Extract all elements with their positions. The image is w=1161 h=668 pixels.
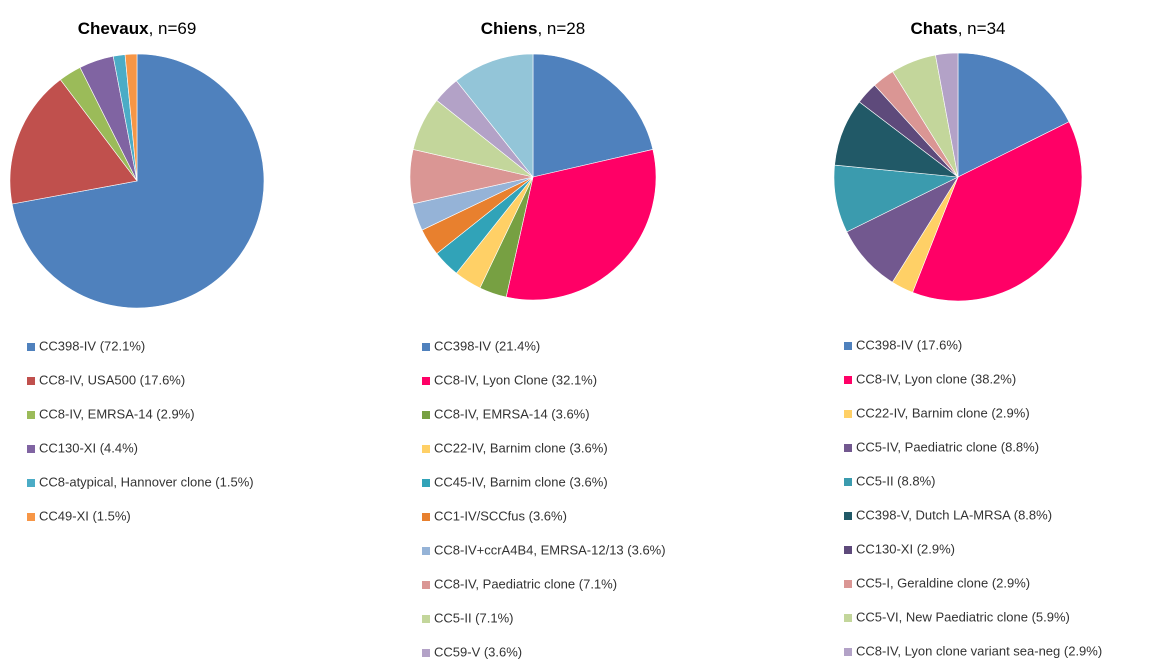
legend-swatch (422, 649, 430, 657)
legend-swatch (27, 343, 35, 351)
legend-swatch (844, 410, 852, 418)
pie-slice (505, 149, 657, 301)
legend-label: CC59-V (3.6%) (434, 644, 522, 659)
legend-label: CC5-IV, Paediatric clone (8.8%) (856, 439, 1039, 454)
chart: Chiens, n=28 CC398-IV (21.4%) CC8-IV, Lyon… (409, 19, 666, 659)
legend-swatch (27, 479, 35, 487)
legend-label: CC49-XI (1.5%) (39, 508, 131, 523)
legend-swatch (422, 343, 430, 351)
subtitle: , n=28 (537, 19, 585, 38)
legend-swatch (844, 614, 852, 622)
legend-swatch (422, 411, 430, 419)
pie-slice (957, 52, 1070, 178)
legend-swatch (844, 546, 852, 554)
legend-swatch (422, 581, 430, 589)
legend-label: CC5-II (7.1%) (434, 610, 513, 625)
legend-label: CC5-VI, New Paediatric clone (5.9%) (856, 609, 1070, 624)
legend-swatch (844, 648, 852, 656)
legend-label: CC8-IV, Lyon clone variant sea-neg (2.9%… (856, 643, 1102, 658)
subtitle: , n=34 (958, 19, 1006, 38)
legend-label: CC8-IV, Lyon clone (38.2%) (856, 371, 1016, 386)
chart-title: Chats, n=34 (911, 19, 1006, 38)
legend-swatch (27, 411, 35, 419)
legend-swatch (844, 376, 852, 384)
legend-label: CC8-IV, EMRSA-14 (2.9%) (39, 406, 195, 421)
legend-label: CC1-IV/SCCfus (3.6%) (434, 508, 567, 523)
chart: Chevaux, n=69 CC398-IV (72.1%) CC8-IV, USA… (9, 19, 265, 523)
legend-label: CC22-IV, Barnim clone (3.6%) (434, 440, 608, 455)
pie-slice (11, 53, 265, 309)
legend-label: CC130-XI (4.4%) (39, 440, 138, 455)
legend-swatch (422, 513, 430, 521)
legend-swatch (422, 479, 430, 487)
legend-swatch (27, 445, 35, 453)
pie-slice (9, 79, 138, 205)
title-bold: Chats (911, 19, 958, 38)
legend-label: CC8-IV, Paediatric clone (7.1%) (434, 576, 617, 591)
legend-label: CC5-II (8.8%) (856, 473, 935, 488)
chart: Chats, n=34 CC398-IV (17.6%) CC8-IV, Lyon … (833, 19, 1102, 658)
subtitle: , n=69 (149, 19, 197, 38)
legend-swatch (844, 342, 852, 350)
legend-swatch (422, 615, 430, 623)
legend-swatch (27, 513, 35, 521)
chart-title: Chiens, n=28 (481, 19, 585, 38)
legend-swatch (844, 580, 852, 588)
legend-swatch (844, 444, 852, 452)
legend-swatch (422, 547, 430, 555)
legend-swatch (844, 512, 852, 520)
chart-title: Chevaux, n=69 (78, 19, 197, 38)
legend-label: CC45-IV, Barnim clone (3.6%) (434, 474, 608, 489)
legend-label: CC8-IV, Lyon Clone (32.1%) (434, 372, 597, 387)
legend-swatch (422, 377, 430, 385)
legend-label: CC8-IV, USA500 (17.6%) (39, 372, 185, 387)
title-bold: Chiens (481, 19, 538, 38)
legend-label: CC8-atypical, Hannover clone (1.5%) (39, 474, 254, 489)
legend-label: CC8-IV+ccrA4B4, EMRSA-12/13 (3.6%) (434, 542, 666, 557)
legend-label: CC130-XI (2.9%) (856, 541, 955, 556)
pie-slice (935, 52, 959, 178)
legend-label: CC398-IV (21.4%) (434, 338, 540, 353)
pie-slice (532, 53, 654, 178)
legend-label: CC8-IV, EMRSA-14 (3.6%) (434, 406, 590, 421)
legend-swatch (844, 478, 852, 486)
legend-label: CC398-V, Dutch LA-MRSA (8.8%) (856, 507, 1052, 522)
pie-slice (124, 53, 138, 182)
legend-swatch (422, 445, 430, 453)
legend-label: CC5-I, Geraldine clone (2.9%) (856, 575, 1030, 590)
legend-label: CC398-IV (17.6%) (856, 337, 962, 352)
pie-slice (455, 53, 534, 178)
legend-swatch (27, 377, 35, 385)
legend-label: CC398-IV (72.1%) (39, 338, 145, 353)
legend-label: CC22-IV, Barnim clone (2.9%) (856, 405, 1030, 420)
title-bold: Chevaux (78, 19, 149, 38)
pie-slice (912, 121, 1083, 302)
